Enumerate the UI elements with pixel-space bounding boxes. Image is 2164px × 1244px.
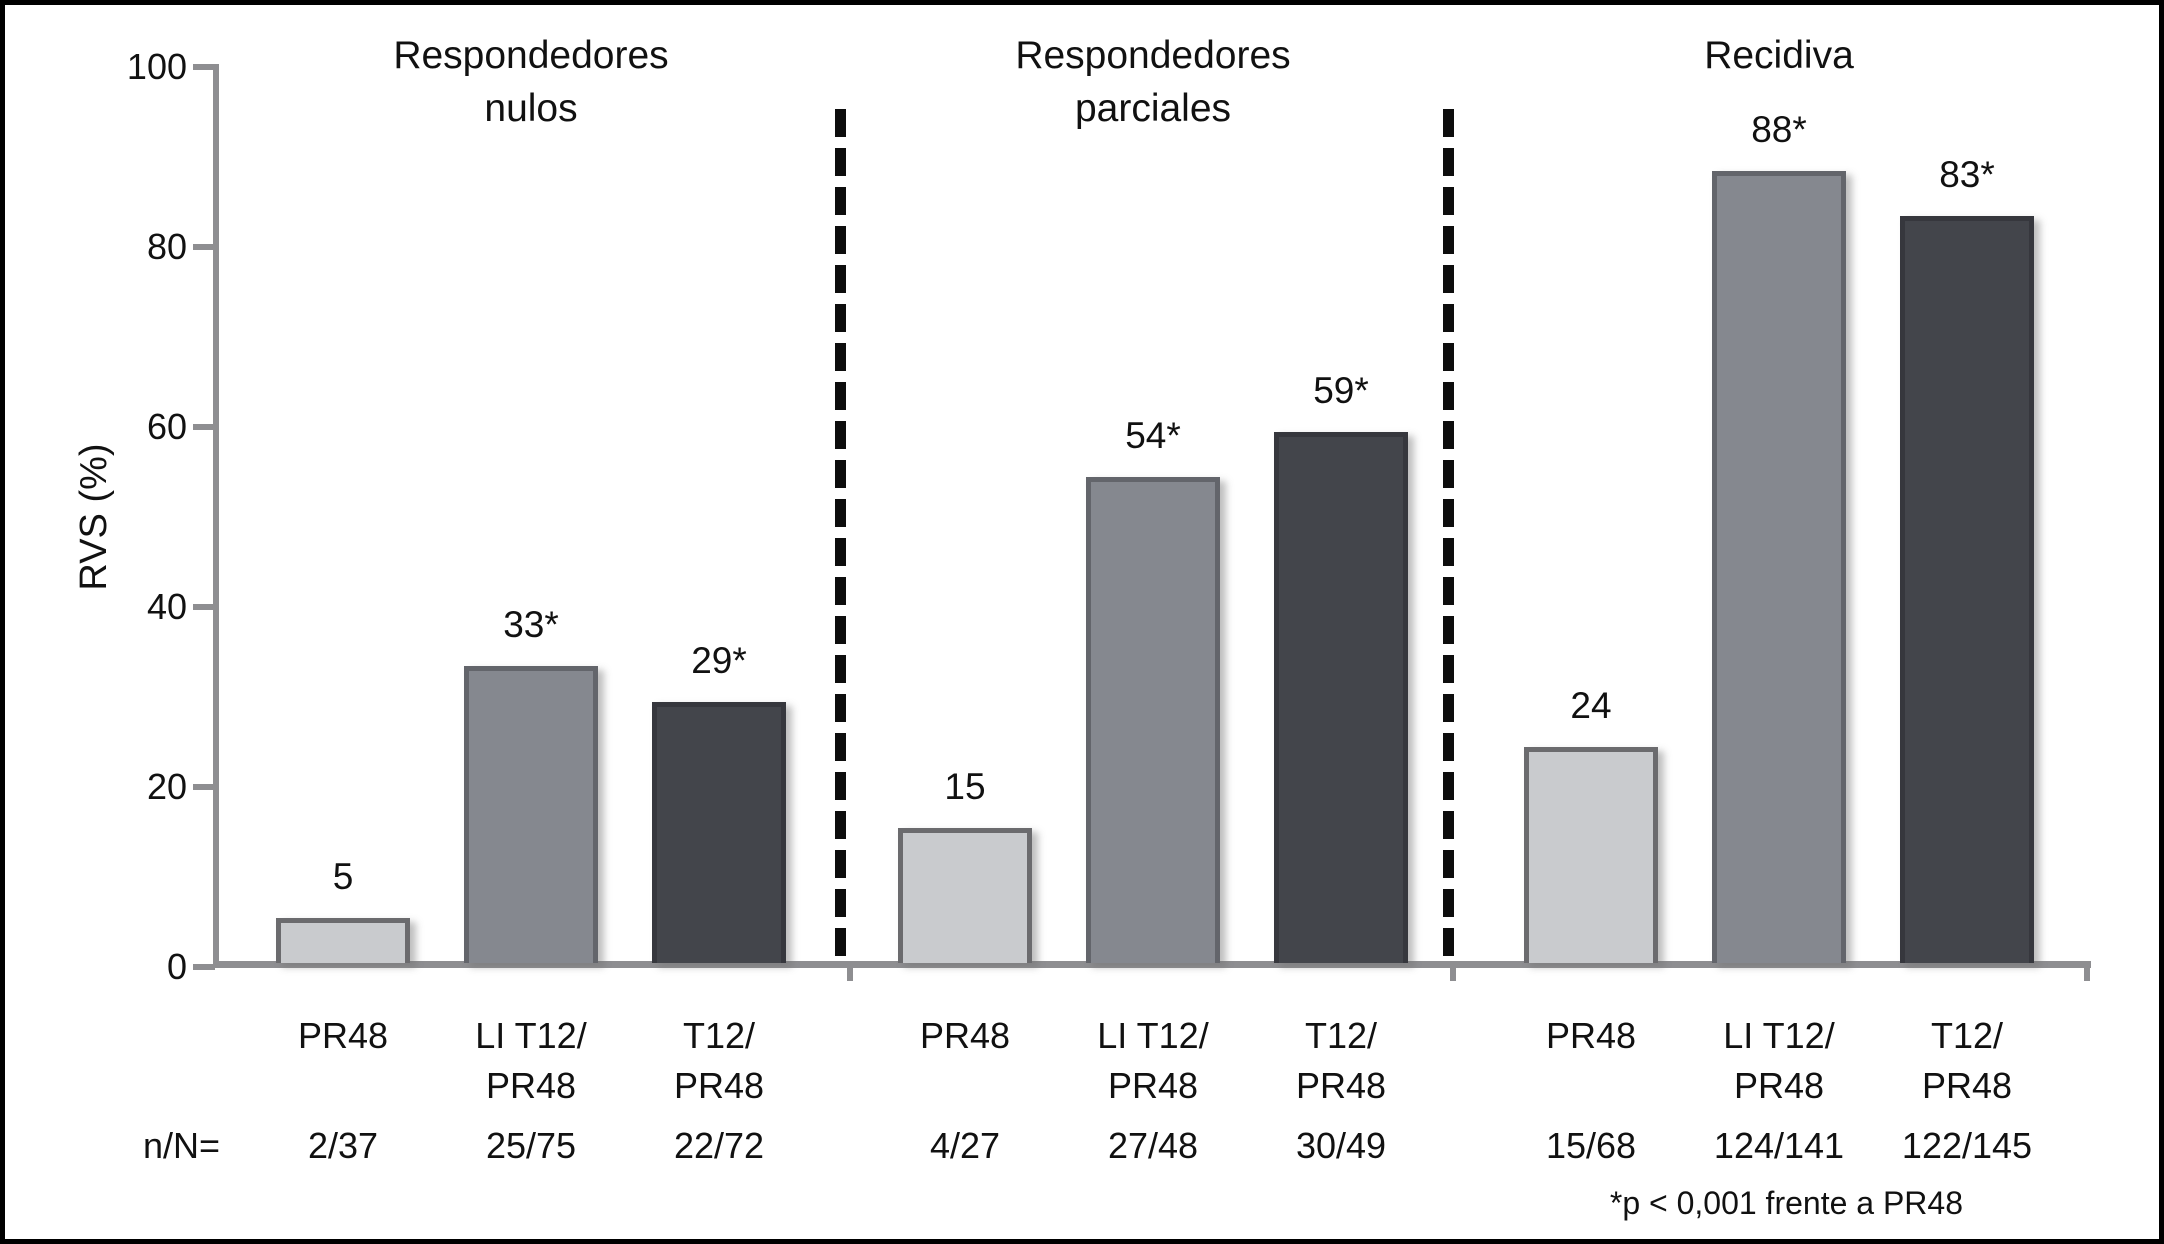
category-label-line: PR48 xyxy=(1733,1065,1825,1106)
category-label: LI T12/PR48 xyxy=(1649,1011,1909,1111)
category-label-line: LI T12/ xyxy=(1097,1015,1209,1056)
category-label-line: LI T12/ xyxy=(475,1015,587,1056)
y-tick-60 xyxy=(193,424,215,430)
bar-value-label: 54* xyxy=(1125,415,1181,456)
group-title-line: nulos xyxy=(484,87,578,130)
category-label-line: PR48 xyxy=(1295,1065,1387,1106)
y-tick-label-20: 20 xyxy=(146,766,187,807)
bar-medium-0-1 xyxy=(464,666,598,963)
n-over-N-value: 2/37 xyxy=(307,1125,379,1166)
x-axis-line xyxy=(213,961,2091,968)
category-label-line: T12/ xyxy=(682,1015,756,1056)
n-over-N-value: 22/72 xyxy=(673,1125,765,1166)
category-label-line: LI T12/ xyxy=(1723,1015,1835,1056)
group-title-1: Respondedores parciales xyxy=(833,29,1473,135)
n-over-N-value: 25/75 xyxy=(485,1125,577,1166)
y-tick-label-0: 0 xyxy=(166,946,187,987)
y-axis-line xyxy=(213,64,219,968)
category-label-line: PR48 xyxy=(297,1015,389,1056)
bar-light-0-0 xyxy=(276,918,410,963)
y-tick-80 xyxy=(193,244,215,250)
y-tick-label-40: 40 xyxy=(146,586,187,627)
x-tick-2 xyxy=(2084,967,2090,981)
category-label: PR48 xyxy=(835,1011,1095,1061)
x-tick-0 xyxy=(847,967,853,981)
bar-value-label: 83* xyxy=(1939,154,1995,195)
category-label: PR48 xyxy=(213,1011,473,1061)
category-label: T12/PR48 xyxy=(589,1011,849,1111)
bar-medium-1-1 xyxy=(1086,477,1220,963)
bar-value-label: 24 xyxy=(1570,685,1612,726)
bar-dark-1-2 xyxy=(1274,432,1408,963)
y-tick-20 xyxy=(193,784,215,790)
bar-value-label: 5 xyxy=(332,856,354,897)
n-over-N-value: 15/68 xyxy=(1545,1125,1637,1166)
y-tick-label-100: 100 xyxy=(126,46,187,87)
group-title-line: Respondedores xyxy=(393,34,669,77)
bar-value-label: 33* xyxy=(503,604,559,645)
y-tick-0 xyxy=(193,964,215,970)
y-tick-40 xyxy=(193,604,215,610)
category-label-line: PR48 xyxy=(1107,1065,1199,1106)
y-tick-100 xyxy=(193,64,215,70)
bar-value-label: 88* xyxy=(1751,109,1807,150)
category-label: LI T12/PR48 xyxy=(1023,1011,1283,1111)
group-title-line: Recidiva xyxy=(1704,34,1854,77)
group-divider-2 xyxy=(1443,109,1454,967)
category-label: T12/PR48 xyxy=(1211,1011,1471,1111)
bar-light-1-0 xyxy=(898,828,1032,963)
bar-value-label: 29* xyxy=(691,640,747,681)
group-title-line: Respondedores xyxy=(1015,34,1291,77)
y-tick-label-80: 80 xyxy=(146,226,187,267)
category-label-line: PR48 xyxy=(485,1065,577,1106)
group-title-line: parciales xyxy=(1074,87,1232,130)
n-over-N-value: 124/141 xyxy=(1713,1125,1845,1166)
n-over-N-value: 4/27 xyxy=(929,1125,1001,1166)
n-over-N-value: 122/145 xyxy=(1901,1125,2033,1166)
bar-dark-0-2 xyxy=(652,702,786,963)
bar-value-label: 59* xyxy=(1313,370,1369,411)
category-label: T12/PR48 xyxy=(1837,1011,2097,1111)
significance-footnote: *p < 0,001 frente a PR48 xyxy=(1609,1185,1963,1221)
bar-light-2-0 xyxy=(1524,747,1658,963)
category-label: PR48 xyxy=(1461,1011,1721,1061)
bar-medium-2-1 xyxy=(1712,171,1846,963)
category-label: LI T12/PR48 xyxy=(401,1011,661,1111)
category-label-line: PR48 xyxy=(673,1065,765,1106)
x-tick-1 xyxy=(1450,967,1456,981)
n-over-N-value: 30/49 xyxy=(1295,1125,1387,1166)
category-label-line: T12/ xyxy=(1930,1015,2004,1056)
group-divider-1 xyxy=(835,109,846,967)
bar-dark-2-2 xyxy=(1900,216,2034,963)
n-over-N-row-label: n/N= xyxy=(143,1125,221,1166)
category-label-line: PR48 xyxy=(919,1015,1011,1056)
category-label-line: PR48 xyxy=(1921,1065,2013,1106)
bar-value-label: 15 xyxy=(944,766,986,807)
category-label-line: PR48 xyxy=(1545,1015,1637,1056)
group-title-2: Recidiva xyxy=(1459,29,2099,82)
n-over-N-value: 27/48 xyxy=(1107,1125,1199,1166)
y-tick-label-60: 60 xyxy=(146,406,187,447)
group-title-0: Respondedores nulos xyxy=(211,29,851,135)
category-label-line: T12/ xyxy=(1304,1015,1378,1056)
